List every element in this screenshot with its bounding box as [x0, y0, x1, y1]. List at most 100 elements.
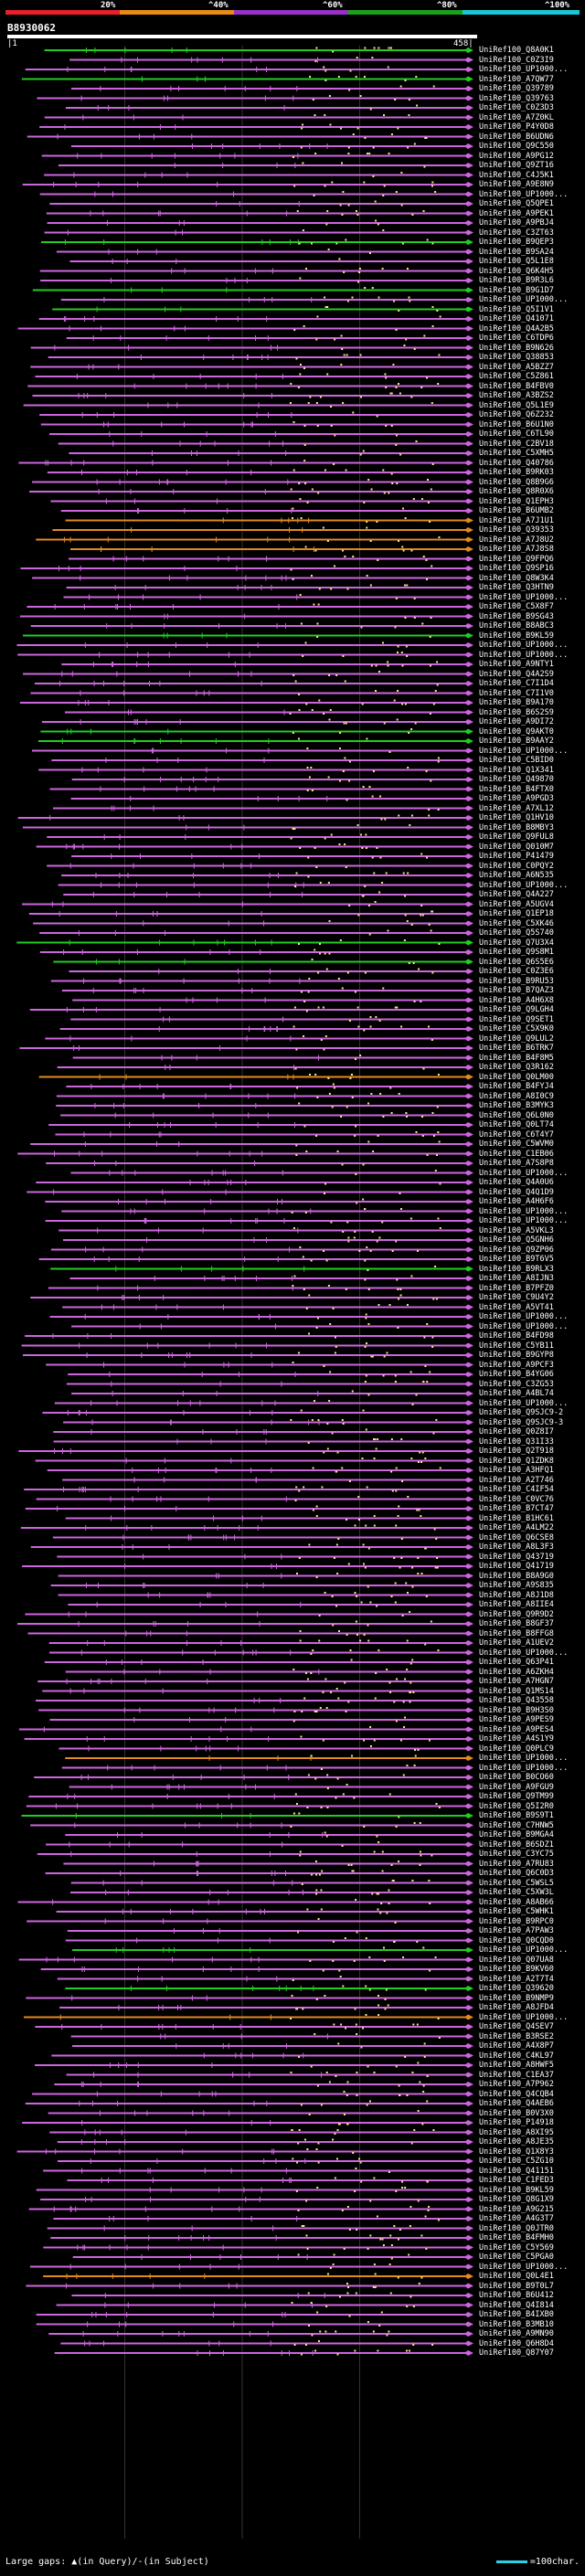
hit-label-link[interactable]: UniRef100_C5Y569 [479, 2242, 554, 2253]
hit-row[interactable] [24, 1735, 473, 1743]
hit-row[interactable] [30, 345, 473, 351]
hit-row[interactable] [22, 632, 473, 639]
hit-row[interactable] [26, 1995, 473, 2001]
hit-row[interactable] [17, 814, 473, 822]
hit-label-link[interactable]: UniRef100_Q8A0K1 [479, 46, 554, 55]
hit-label-link[interactable]: UniRef100_Q6Z232 [479, 410, 554, 419]
hit-row[interactable] [36, 1496, 473, 1502]
hit-row[interactable] [69, 450, 473, 457]
hit-row[interactable] [69, 556, 473, 562]
hit-row[interactable] [46, 1841, 473, 1848]
hit-row[interactable] [41, 153, 473, 159]
hit-label-link[interactable]: UniRef100_A4X8P7 [479, 2041, 554, 2051]
hit-row[interactable] [50, 1266, 473, 1272]
hit-row[interactable] [45, 1035, 473, 1042]
hit-label-link[interactable]: UniRef100_B9T6V5 [479, 1255, 554, 1264]
hit-row[interactable] [66, 2072, 473, 2078]
hit-row[interactable] [51, 757, 473, 764]
hit-label-link[interactable]: UniRef100_Q010M7 [479, 842, 554, 852]
hit-row[interactable] [30, 1543, 473, 1551]
hit-label-link[interactable]: UniRef100_B9N626 [479, 343, 554, 353]
hit-label-link[interactable]: UniRef100_C5YB11 [479, 1341, 554, 1351]
hit-row[interactable] [65, 517, 473, 524]
hit-row[interactable] [65, 104, 473, 111]
hit-label-link[interactable]: UniRef100_A5UGV4 [479, 899, 554, 909]
hit-label-link[interactable]: UniRef100_A8IIE4 [479, 1600, 554, 1609]
hit-label-link[interactable]: UniRef100_Q6C0D3 [479, 1869, 554, 1878]
hit-label-link[interactable]: UniRef100_Q6H8D4 [479, 2338, 554, 2348]
hit-row[interactable] [72, 1946, 473, 1954]
hit-label-link[interactable]: UniRef100_A8L3F3 [479, 1542, 554, 1552]
hit-label-link[interactable]: UniRef100_A1UEV2 [479, 1638, 554, 1648]
hit-row[interactable] [49, 431, 473, 437]
hit-label-link[interactable]: UniRef100_C5Z861 [479, 372, 554, 381]
hit-label-link[interactable]: UniRef100_UP1000... [479, 1945, 569, 1955]
hit-label-link[interactable]: UniRef100_Q49870 [479, 775, 554, 784]
hit-label-link[interactable]: UniRef100_B0CO60 [479, 1773, 554, 1782]
hit-row[interactable] [22, 181, 473, 188]
hit-label-link[interactable]: UniRef100_C5WSL5 [479, 1878, 554, 1888]
hit-label-link[interactable]: UniRef100_C5XMH5 [479, 449, 554, 458]
hit-label-link[interactable]: UniRef100_A8HWF5 [479, 2061, 554, 2070]
hit-label-link[interactable]: UniRef100_A9PES9 [479, 1715, 554, 1724]
hit-row[interactable] [61, 1765, 473, 1771]
hit-label-link[interactable]: UniRef100_A7P962 [479, 2080, 554, 2089]
hit-label-link[interactable]: UniRef100_Q8W3K4 [479, 573, 554, 583]
hit-label-link[interactable]: UniRef100_UP1000... [479, 592, 569, 602]
hit-row[interactable] [62, 1477, 473, 1483]
hit-label-link[interactable]: UniRef100_Q41071 [479, 314, 554, 323]
hit-row[interactable] [58, 162, 473, 169]
hit-label-link[interactable]: UniRef100_C2BV18 [479, 439, 554, 449]
hit-row[interactable] [54, 2081, 473, 2088]
hit-row[interactable] [36, 2311, 473, 2318]
hit-label-link[interactable]: UniRef100_Q39763 [479, 93, 554, 103]
hit-label-link[interactable]: UniRef100_Q8G1X9 [479, 2195, 554, 2204]
hit-row[interactable] [66, 1381, 473, 1387]
hit-label-link[interactable]: UniRef100_Q9SJC9-2 [479, 1408, 564, 1417]
hit-row[interactable] [66, 584, 473, 591]
hit-row[interactable] [63, 594, 473, 600]
hit-row[interactable] [39, 949, 473, 956]
hit-row[interactable] [69, 1889, 473, 1896]
hit-row[interactable] [57, 2157, 473, 2165]
hit-row[interactable] [72, 2253, 473, 2261]
hit-label-link[interactable]: UniRef100_A9MN90 [479, 2329, 554, 2338]
hit-label-link[interactable]: UniRef100_C6TL90 [479, 429, 554, 439]
hit-row[interactable] [44, 172, 473, 178]
hit-label-link[interactable]: UniRef100_C1FED3 [479, 2176, 554, 2185]
hit-label-link[interactable]: UniRef100_UP1000... [479, 1321, 569, 1331]
hit-label-link[interactable]: UniRef100_A8J1D8 [479, 1590, 554, 1600]
hit-row[interactable] [58, 1573, 473, 1579]
hit-row[interactable] [37, 1678, 473, 1685]
hit-row[interactable] [65, 1669, 473, 1675]
hit-row[interactable] [29, 2263, 473, 2270]
hit-label-link[interactable]: UniRef100_C7HNW5 [479, 1820, 554, 1830]
hit-row[interactable] [30, 1822, 473, 1829]
hit-row[interactable] [28, 2206, 473, 2212]
hit-row[interactable] [50, 2234, 473, 2242]
hit-label-link[interactable]: UniRef100_B4FYJ4 [479, 1082, 554, 1091]
hit-row[interactable] [44, 229, 473, 236]
hit-row[interactable] [60, 2340, 473, 2347]
hit-label-link[interactable]: UniRef100_Q0Z8I7 [479, 1427, 554, 1436]
hit-row[interactable] [52, 1534, 473, 1541]
hit-row[interactable] [57, 1976, 473, 1982]
hit-label-link[interactable]: UniRef100_A8IJN3 [479, 1274, 554, 1283]
hit-row[interactable] [70, 1880, 473, 1886]
hit-label-link[interactable]: UniRef100_B4FTX0 [479, 784, 554, 794]
hit-label-link[interactable]: UniRef100_Q2T918 [479, 1447, 554, 1456]
hit-row[interactable] [52, 526, 473, 534]
hit-row[interactable] [63, 1236, 473, 1244]
hit-label-link[interactable]: UniRef100_Q5I2R0 [479, 1801, 554, 1811]
hit-label-link[interactable]: UniRef100_Q1HV10 [479, 813, 554, 822]
hit-label-link[interactable]: UniRef100_Q5GNH6 [479, 1235, 554, 1245]
hit-row[interactable] [30, 690, 473, 696]
hit-label-link[interactable]: UniRef100_UP1000... [479, 880, 569, 890]
hit-row[interactable] [53, 959, 473, 965]
hit-row[interactable] [18, 1447, 473, 1455]
hit-label-link[interactable]: UniRef100_B9T0L7 [479, 2281, 554, 2291]
hit-row[interactable] [40, 277, 473, 284]
hit-label-link[interactable]: UniRef100_C0Z3D3 [479, 103, 554, 112]
hit-label-link[interactable]: UniRef100_B9QEP3 [479, 238, 554, 247]
hit-label-link[interactable]: UniRef100_B6U412 [479, 2291, 554, 2300]
